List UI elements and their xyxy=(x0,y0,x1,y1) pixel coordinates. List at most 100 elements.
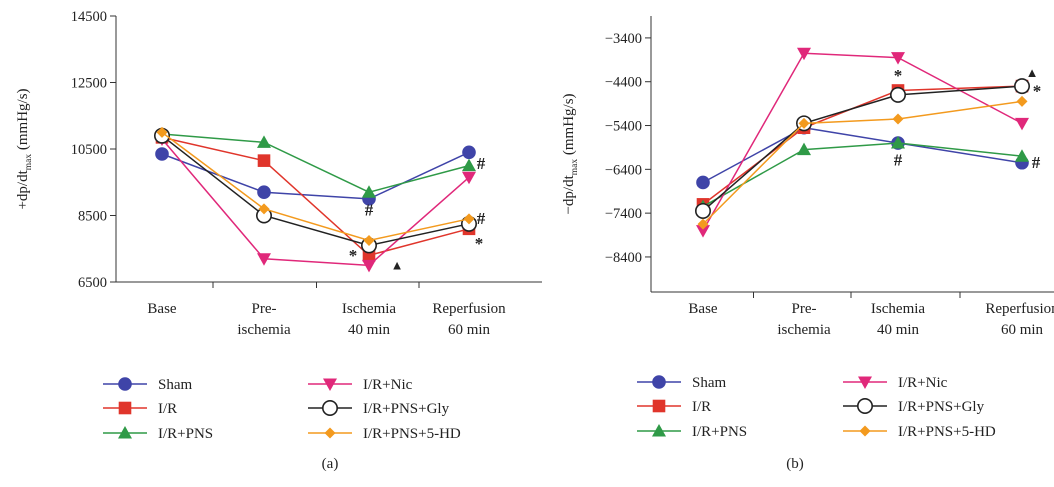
data-point-i-r-pns xyxy=(257,135,271,148)
y-tick-label: 6500 xyxy=(78,275,107,291)
legend-item: Sham xyxy=(103,377,193,393)
series-line-i-r-pns xyxy=(702,142,1023,208)
significance-mark: # xyxy=(365,201,374,220)
significance-mark: ▲ xyxy=(1026,65,1039,80)
data-point-i-r-pns-5-hd xyxy=(1016,95,1028,107)
data-point-i-r-pns-gly xyxy=(1013,78,1030,95)
x-tick-label: Base xyxy=(688,301,718,317)
x-tick-label: Reperfusion 60 min xyxy=(985,301,1054,338)
legend-marker xyxy=(856,397,873,414)
legend-label: I/R xyxy=(158,401,177,417)
legend-marker xyxy=(652,399,666,413)
legend-item: I/R+Nic xyxy=(308,377,413,393)
series-line-i-r-pns-5-hd xyxy=(161,131,470,242)
x-tick-label: Ischemia 40 min xyxy=(342,301,396,338)
x-tick-label-line: ischemia xyxy=(777,322,831,338)
data-point-i-r-nic xyxy=(362,259,376,273)
legend-item: I/R+PNS+Gly xyxy=(308,399,450,417)
series-line-i-r-pns xyxy=(161,133,470,194)
y-axis-title-main: −dp/dt xyxy=(561,174,577,214)
significance-mark: # xyxy=(477,154,486,173)
significance-mark: # xyxy=(1032,153,1041,172)
data-point-i-r-pns xyxy=(462,158,476,172)
series-line-i-r-nic xyxy=(161,138,470,267)
significance-mark: # xyxy=(894,151,903,170)
significance-mark: # xyxy=(477,209,486,228)
x-tick-label-line: 60 min xyxy=(448,322,491,338)
series-line-i-r-pns-gly xyxy=(161,135,470,247)
legend-label: I/R+PNS xyxy=(692,424,747,440)
data-point-i-r-nic xyxy=(797,47,811,61)
significance-mark: * xyxy=(349,246,358,265)
x-tick-label-line: 60 min xyxy=(1001,322,1044,338)
y-tick-label: 8500 xyxy=(78,209,107,225)
data-point-i-r-pns-5-hd xyxy=(156,126,168,138)
panel-label: (a) xyxy=(322,456,339,472)
x-tick-label-line: Reperfusion xyxy=(432,301,506,317)
legend-label: I/R+PNS+Gly xyxy=(363,401,450,417)
y-tick-label: 12500 xyxy=(71,76,107,92)
data-point-i-r-nic xyxy=(891,52,905,65)
legend-label: I/R+Nic xyxy=(363,377,413,393)
significance-mark: * xyxy=(1033,81,1042,100)
data-point-i-r-pns-5-hd xyxy=(363,234,375,246)
series-line-sham xyxy=(702,126,1023,184)
x-tick-label-line: Pre- xyxy=(792,301,817,317)
legend-item: I/R xyxy=(103,401,177,417)
series-line-i-r-pns-5-hd xyxy=(702,100,1023,225)
y-axis-title: +dp/dtmax (mmHg/s) xyxy=(15,88,34,209)
y-tick-label: −6400 xyxy=(605,162,642,178)
y-tick-label: 10500 xyxy=(71,142,107,158)
y-tick-label: 14500 xyxy=(71,9,107,25)
x-tick-label: Reperfusion 60 min xyxy=(432,301,506,338)
data-point-i-r-nic xyxy=(1015,117,1029,131)
legend-label: I/R+PNS+5-HD xyxy=(898,424,996,440)
y-tick-label: −3400 xyxy=(605,31,642,47)
x-tick-label: Pre-ischemia xyxy=(237,301,291,338)
legend-item: I/R+PNS+Gly xyxy=(843,397,985,415)
x-tick-label-line: Base xyxy=(688,301,718,317)
legend-item: I/R+PNS xyxy=(637,424,747,440)
x-tick-label-line: Ischemia xyxy=(342,301,396,317)
legend-item: I/R+PNS+5-HD xyxy=(308,426,461,442)
legend-label: I/R xyxy=(692,399,711,415)
data-point-i-r-pns-gly xyxy=(889,86,906,103)
legend-item: Sham xyxy=(637,375,727,391)
legend-marker xyxy=(859,425,871,437)
data-point-i-r-nic xyxy=(696,225,710,238)
panel-label: (b) xyxy=(786,456,804,472)
x-tick-label: Base xyxy=(147,301,177,317)
legend-item: I/R+Nic xyxy=(843,375,948,391)
legend-marker xyxy=(118,426,132,439)
series-line-i-r-nic xyxy=(702,52,1023,232)
data-point-i-r xyxy=(257,154,271,167)
legend-item: I/R+PNS xyxy=(103,426,213,442)
legend-label: Sham xyxy=(158,377,193,393)
legend-marker xyxy=(652,424,666,437)
x-tick-label-line: ischemia xyxy=(237,322,291,338)
data-point-sham xyxy=(462,145,476,160)
legend-item: I/R+PNS+5-HD xyxy=(843,424,996,440)
series-line-i-r xyxy=(161,136,470,257)
data-point-i-r-nic xyxy=(462,171,476,185)
significance-mark: * xyxy=(894,66,903,85)
data-point-i-r-nic xyxy=(257,253,271,266)
chart-panel-a: 6500 8500 10500 12500 14500 Base Pre-ischemia I… xyxy=(15,9,542,472)
legend-marker xyxy=(858,376,872,389)
legend-marker xyxy=(652,375,666,389)
y-tick-label: −7400 xyxy=(605,206,642,222)
y-axis-title: −dp/dtmax (mmHg/s) xyxy=(561,93,580,214)
data-point-i-r-pns-5-hd xyxy=(258,203,270,215)
series-line-i-r-pns-gly xyxy=(702,85,1023,212)
legend-label: I/R+Nic xyxy=(898,375,948,391)
legend-item: I/R xyxy=(637,399,711,415)
y-tick-label: −4400 xyxy=(605,75,642,91)
x-tick-label-line: 40 min xyxy=(877,322,920,338)
x-tick-label-line: Ischemia xyxy=(871,301,925,317)
data-point-sham xyxy=(696,175,710,190)
data-point-i-r-pns-5-hd xyxy=(697,218,709,230)
y-axis-title-subscript: max xyxy=(24,154,34,171)
legend-marker xyxy=(321,399,338,416)
data-point-i-r-pns-5-hd xyxy=(463,213,475,225)
